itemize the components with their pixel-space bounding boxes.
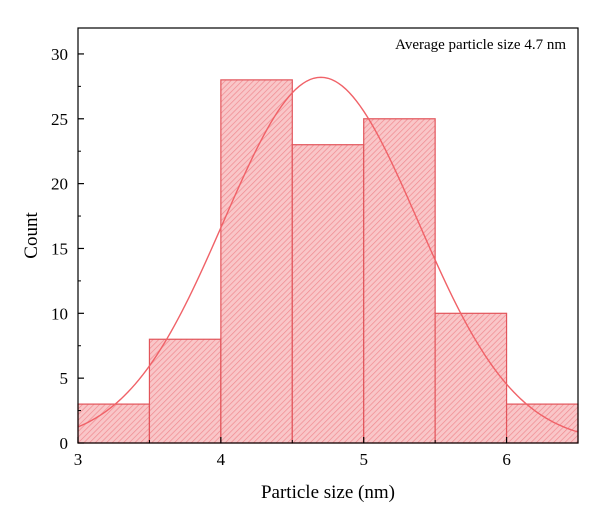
y-tick-label: 25	[51, 110, 68, 129]
bars-group	[77, 79, 579, 444]
histogram-bar	[505, 403, 579, 444]
y-axis-title: Count	[21, 212, 42, 259]
histogram-bar	[434, 312, 508, 444]
histogram-bar	[363, 118, 436, 444]
plot-frame	[77, 27, 579, 444]
x-tick-label: 3	[74, 450, 83, 469]
x-tick-label: 4	[217, 450, 226, 469]
x-axis: 3 4 5 6	[74, 437, 511, 469]
x-axis-title: Particle size (nm)	[261, 482, 395, 503]
histogram-bar	[291, 144, 365, 444]
y-tick-label: 20	[51, 175, 68, 194]
histogram-bar	[220, 79, 293, 444]
histogram-bar	[148, 338, 222, 444]
x-tick-label: 6	[502, 450, 511, 469]
y-tick-label: 15	[51, 239, 68, 258]
histogram-bar	[77, 403, 151, 444]
y-tick-label: 0	[60, 434, 69, 453]
average-size-annotation: Average particle size 4.7 nm	[395, 37, 566, 53]
y-tick-label: 5	[60, 369, 69, 388]
y-axis: 0 5 10 15 20 25 30	[51, 45, 84, 453]
x-tick-label: 5	[359, 450, 368, 469]
y-tick-label: 10	[51, 304, 68, 323]
y-tick-label: 30	[51, 45, 68, 64]
gaussian-fit-curve	[77, 76, 579, 433]
